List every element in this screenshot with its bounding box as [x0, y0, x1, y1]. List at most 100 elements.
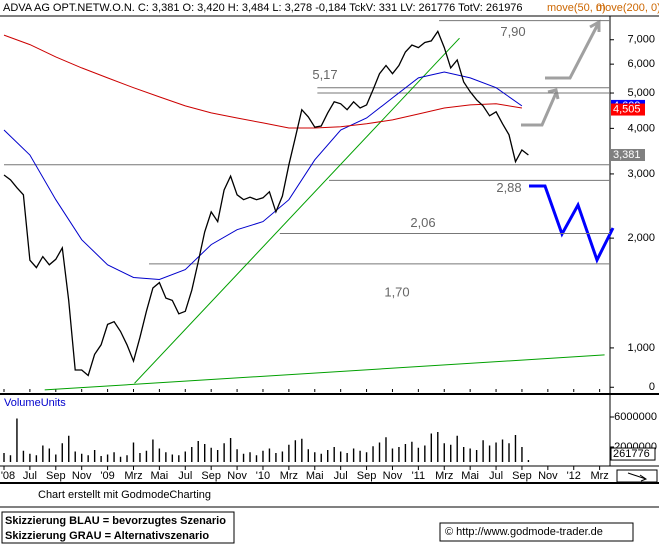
volume-bar — [301, 438, 303, 462]
y-tick-label: 5,000 — [627, 87, 655, 99]
volume-bar — [456, 435, 458, 462]
last-value-label: 4,505 — [613, 103, 641, 115]
volume-bar — [339, 451, 342, 462]
trend-line — [44, 354, 605, 391]
volume-bar — [139, 453, 141, 462]
legend-blue: Skizzierung BLAU = bevorzugtes Szenario — [5, 515, 226, 527]
volume-bar — [443, 443, 445, 462]
volume-bar — [93, 450, 96, 462]
volume-bar — [314, 452, 316, 462]
x-tick-label: '10 — [256, 470, 270, 482]
volume-bar — [450, 444, 452, 462]
x-tick-label: Nov — [383, 470, 403, 482]
volume-bar — [165, 452, 167, 462]
x-tick-label: Mrz — [124, 470, 142, 482]
level-label: 2,88 — [496, 180, 521, 195]
volume-bar — [488, 445, 491, 462]
x-tick-label: Mrz — [435, 470, 453, 482]
header: ADVA AG OPT.NETW.O.N. C: 3,381 O: 3,420 … — [3, 2, 523, 14]
volume-bar — [249, 452, 251, 462]
volume-bar — [501, 439, 504, 462]
volume-bar — [430, 433, 433, 462]
y-tick-label: 7,000 — [627, 34, 655, 46]
gray-scenario — [521, 88, 560, 127]
x-tick-label: Jul — [178, 470, 192, 482]
volume-bar — [521, 447, 523, 462]
volume-bar — [9, 455, 12, 462]
volume-bar — [352, 448, 355, 462]
volume-bar — [365, 452, 368, 462]
volume-bar — [191, 447, 193, 462]
volume-bar — [152, 439, 154, 462]
volume-bar — [55, 454, 57, 462]
x-tick-label: Mai — [306, 470, 324, 482]
volume-bar — [61, 443, 63, 462]
volume-bar — [385, 437, 387, 462]
volume-bar — [411, 441, 413, 462]
legend-entry: move(200, 0) — [596, 2, 659, 14]
volume-bar — [48, 448, 51, 462]
trend-line — [134, 37, 460, 384]
volume-bar — [74, 451, 76, 462]
x-tick-label: '11 — [412, 470, 426, 482]
volume-bar — [126, 455, 128, 462]
last-volume-label: 261776 — [613, 448, 650, 460]
credit: Chart erstellt mit GodmodeCharting — [38, 489, 211, 501]
volume-bar — [87, 455, 89, 462]
volume-bar — [437, 432, 439, 462]
icon — [627, 472, 648, 482]
volume-bar — [346, 453, 348, 462]
volume-bar — [527, 460, 530, 462]
volume-bar — [398, 447, 400, 462]
volume-bar — [307, 449, 309, 462]
y-tick-label: 0 — [649, 381, 655, 393]
x-tick-label: Nov — [538, 470, 558, 482]
volume-bar — [197, 441, 199, 462]
volume-bar — [132, 442, 135, 462]
volume-bar — [22, 450, 25, 462]
last-value-box — [611, 103, 645, 116]
volume-bar — [242, 453, 245, 462]
volume-bar — [475, 450, 478, 462]
volume-bar — [482, 440, 484, 462]
volume-bar — [29, 453, 31, 462]
volume-bar — [35, 455, 38, 462]
volume-bar — [469, 448, 471, 462]
x-tick-label: Jul — [23, 470, 37, 482]
url-box — [439, 522, 634, 542]
volume-title: VolumeUnits — [4, 397, 66, 409]
volume-bar — [100, 456, 102, 462]
y-tick-label: 6000000 — [614, 411, 657, 423]
volume-bar — [236, 449, 238, 462]
volume-bar — [184, 451, 186, 462]
volume-bar — [255, 455, 258, 462]
volume-bar — [462, 447, 465, 462]
volume-bar — [424, 445, 426, 462]
moving-average — [3, 34, 522, 129]
volume-bar — [359, 450, 361, 462]
volume-bar — [210, 447, 212, 462]
legend-gray: Skizzierung GRAU = Alternativszenario — [5, 530, 209, 542]
level-label: 2,06 — [410, 215, 435, 230]
y-tick-label: 6,000 — [627, 58, 655, 70]
volume-bar — [404, 444, 407, 462]
volume-bar — [178, 455, 180, 462]
volume-bar — [171, 454, 174, 462]
level-label: 7,90 — [500, 24, 525, 39]
volume-bar — [145, 450, 148, 462]
volume-bar — [417, 447, 420, 462]
blue-scenario — [529, 184, 615, 264]
url: © http://www.godmode-trader.de — [445, 526, 603, 538]
y-tick-label: 4,000 — [627, 122, 655, 134]
volume-bar — [378, 442, 381, 462]
volume-bar — [262, 450, 264, 462]
volume-bar — [80, 453, 83, 462]
x-tick-label: Mrz — [280, 470, 298, 482]
x-tick-label: Sep — [512, 470, 532, 482]
volume-bar — [106, 454, 109, 462]
x-tick-label: '08 — [1, 470, 15, 482]
volume-bar — [216, 450, 219, 462]
x-tick-label: Nov — [227, 470, 247, 482]
volume-bar — [372, 446, 374, 462]
